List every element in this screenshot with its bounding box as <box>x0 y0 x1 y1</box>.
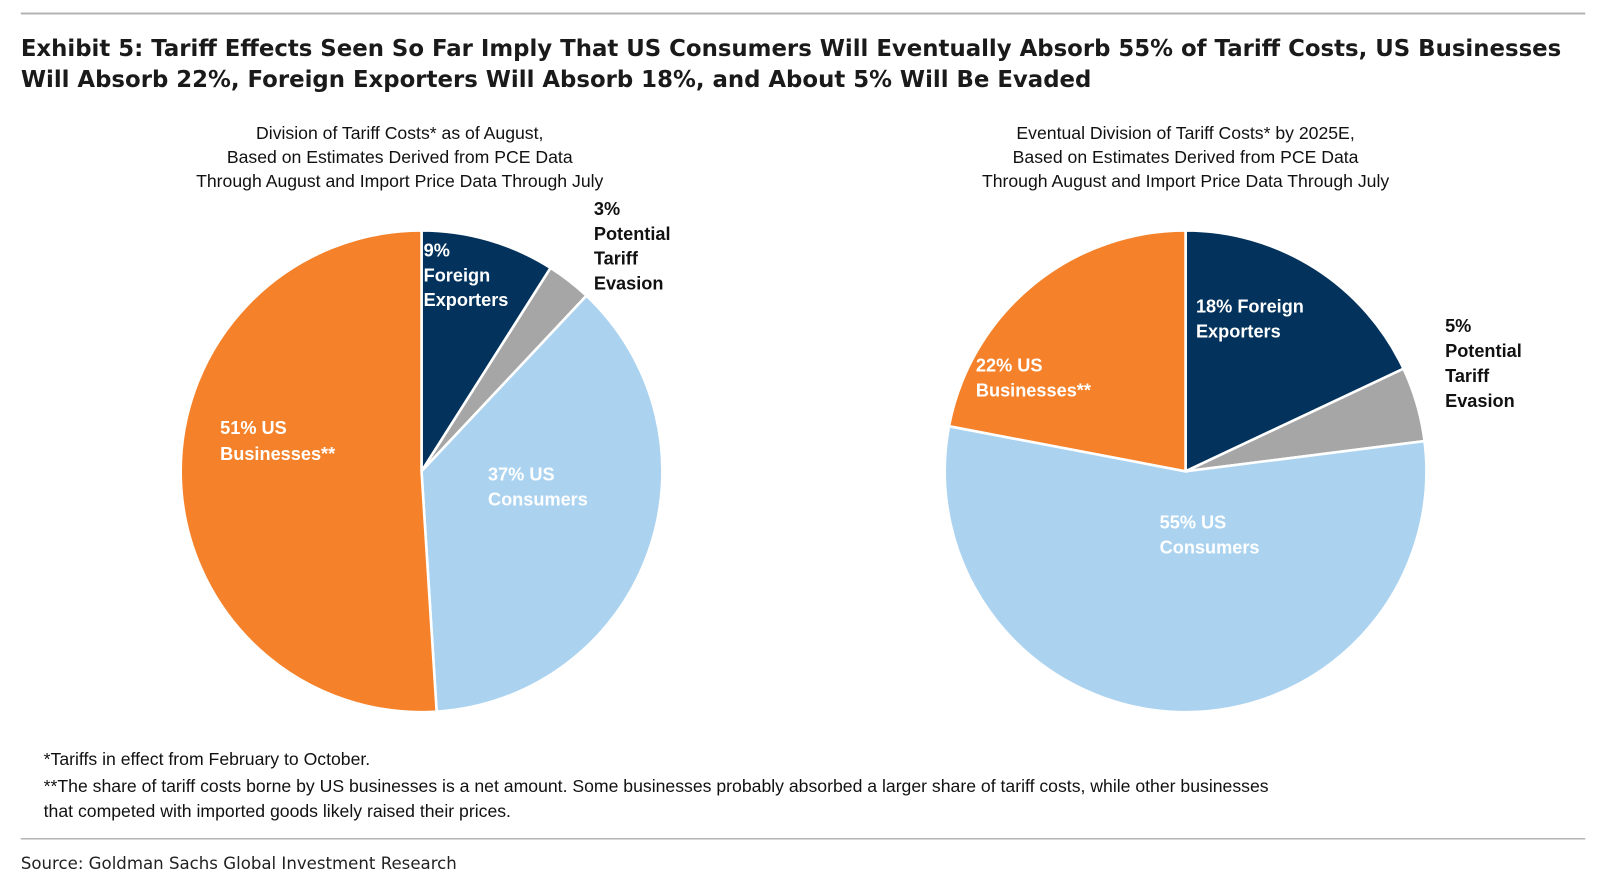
pie-slice-foreign-exporters <box>1184 229 1406 474</box>
left-title-line: Based on Estimates Derived from PCE Data <box>227 147 573 167</box>
left-pie-labels: 9% Foreign Exporters 3% Potential Tariff… <box>220 199 676 510</box>
left-title-line: Division of Tariff Costs* as of August, <box>256 123 543 143</box>
right-title-line: Through August and Import Price Data Thr… <box>982 171 1389 191</box>
title-line-1: Exhibit 5: Tariff Effects Seen So Far Im… <box>21 36 1561 62</box>
title-line-2: Will Absorb 22%, Foreign Exporters Will … <box>21 67 1092 93</box>
label-us-businesses: 22% US Businesses** <box>976 356 1092 401</box>
right-title-line: Based on Estimates Derived from PCE Data <box>1013 147 1359 167</box>
footnote: *Tariffs in effect from February to Octo… <box>44 749 371 769</box>
right-title-line: Eventual Division of Tariff Costs* by 20… <box>1016 123 1354 143</box>
label-us-businesses: 51% US Businesses** <box>220 418 336 464</box>
right-chart-title: Eventual Division of Tariff Costs* by 20… <box>982 123 1389 191</box>
pie-slice-us-businesses <box>947 229 1187 473</box>
left-chart-title: Division of Tariff Costs* as of August, … <box>196 123 603 191</box>
source: Source: Goldman Sachs Global Investment … <box>21 854 457 872</box>
footnote: that competed with imported goods likely… <box>44 801 511 821</box>
footnote: **The share of tariff costs borne by US … <box>44 776 1269 796</box>
label-tariff-evasion: 5% Potential Tariff Evasion <box>1445 316 1527 411</box>
left-pie <box>179 229 664 714</box>
right-pie-labels: 18% Foreign Exporters 5% Potential Tarif… <box>976 296 1527 557</box>
pie-slice-foreign-exporters <box>420 229 553 476</box>
label-us-consumers: 55% US Consumers <box>1160 512 1260 557</box>
right-pie <box>943 229 1428 714</box>
label-us-consumers: 37% US Consumers <box>488 465 588 510</box>
label-foreign-exporters: 9% Foreign Exporters <box>424 240 509 310</box>
pie-slice-us-consumers <box>943 424 1428 714</box>
pie-slice-us-businesses <box>179 229 439 714</box>
pie-slice-us-consumers <box>420 293 664 714</box>
left-title-line: Through August and Import Price Data Thr… <box>196 171 603 191</box>
label-foreign-exporters: 18% Foreign Exporters <box>1196 296 1309 341</box>
label-tariff-evasion: 3% Potential Tariff Evasion <box>594 199 676 294</box>
